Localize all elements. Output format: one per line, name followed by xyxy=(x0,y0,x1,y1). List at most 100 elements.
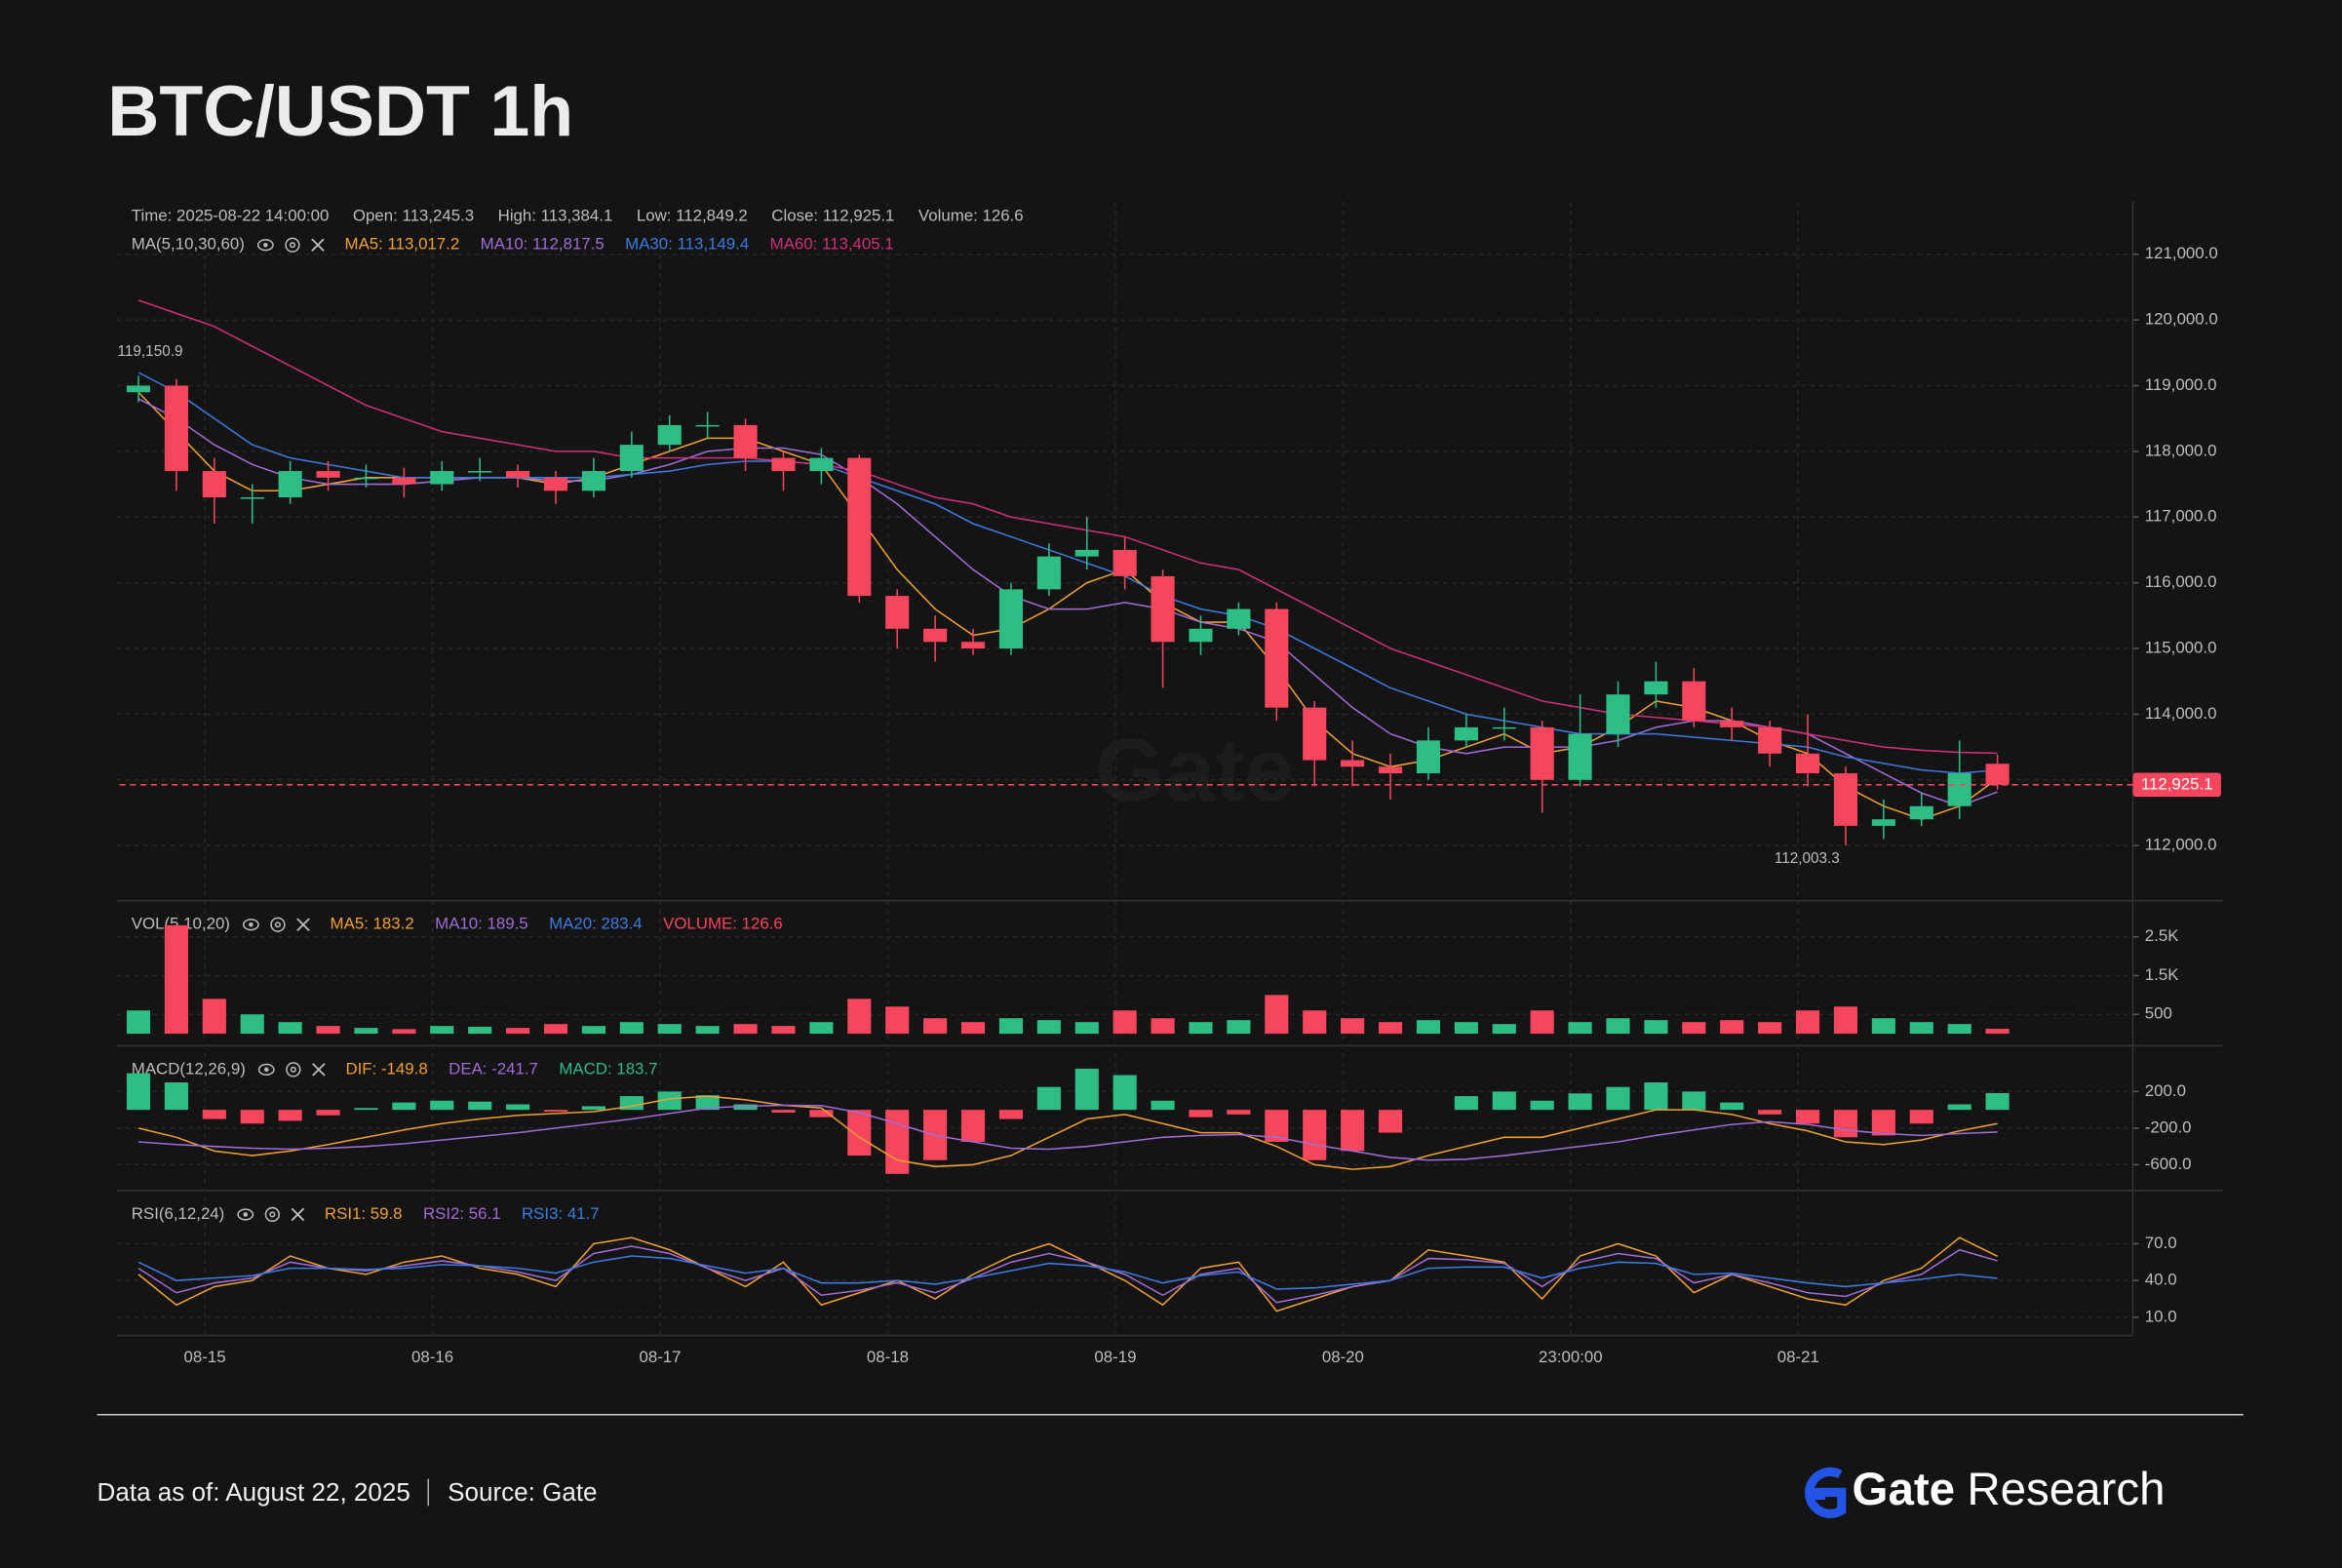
macd-bar xyxy=(581,1106,605,1111)
x-tick-label: 08-15 xyxy=(184,1348,226,1366)
legend-entry: DEA: -241.7 xyxy=(449,1059,538,1078)
legend-entry: DIF: -149.8 xyxy=(345,1059,427,1078)
y-tick-label: 115,000.0 xyxy=(2145,638,2217,656)
legend-entry: MA5: 183.2 xyxy=(331,915,414,933)
candle-body xyxy=(1416,740,1441,774)
macd-bar xyxy=(1492,1091,1516,1111)
candle-body xyxy=(1985,764,2010,785)
close-icon xyxy=(311,238,325,253)
candle-body xyxy=(278,471,302,498)
panel-frame xyxy=(116,201,2223,1337)
volume-bar xyxy=(126,1010,151,1035)
volume-bar xyxy=(1795,1010,1820,1035)
macd-bar xyxy=(164,1082,188,1111)
settings-icon xyxy=(285,237,300,253)
x-tick-label: 08-19 xyxy=(1094,1348,1136,1366)
macd-bar xyxy=(506,1104,530,1111)
volume-bar xyxy=(1151,1018,1175,1035)
last-price-tag xyxy=(2132,772,2221,798)
settings-icon xyxy=(286,1062,301,1078)
y-tick-label: 118,000.0 xyxy=(2145,441,2217,459)
macd-bar xyxy=(316,1110,340,1116)
candle-body xyxy=(1112,549,1137,576)
brand-icon xyxy=(1805,1467,1847,1518)
y-tick-label: 500 xyxy=(2145,1004,2172,1023)
volume-bar xyxy=(240,1014,264,1035)
macd-bar xyxy=(1758,1110,1782,1115)
macd-bar xyxy=(354,1108,378,1111)
volume-bar xyxy=(1454,1022,1478,1035)
volume-bar xyxy=(885,1006,910,1035)
candle-body xyxy=(126,385,151,393)
macd-bar xyxy=(1720,1102,1744,1111)
x-tick-label: 08-21 xyxy=(1777,1348,1819,1366)
y-tick-label: 70.0 xyxy=(2145,1234,2177,1252)
macd-bar xyxy=(1644,1082,1668,1111)
candle-body xyxy=(695,424,720,427)
volume-bar xyxy=(1947,1024,1971,1035)
page-title: BTC/USDT 1h xyxy=(107,70,573,151)
candle-body xyxy=(1227,608,1251,629)
candle-body xyxy=(960,642,986,649)
candle-body xyxy=(771,457,796,472)
brand-name: Gate xyxy=(1853,1464,1956,1515)
legend-entry: RSI1: 59.8 xyxy=(325,1204,403,1223)
ohlc-info: Open: 113,245.3 xyxy=(353,207,474,225)
volume-bar xyxy=(581,1026,605,1035)
volume-bar xyxy=(998,1018,1023,1035)
candle-body xyxy=(1833,773,1858,826)
candle-body xyxy=(998,589,1023,649)
volume-bar xyxy=(1606,1018,1630,1035)
macd-bar xyxy=(1227,1110,1251,1115)
candle-body xyxy=(1720,721,1744,727)
macd-line xyxy=(137,1104,1998,1161)
volume-bar xyxy=(354,1028,378,1035)
candle-body xyxy=(354,477,378,480)
macd-bar xyxy=(240,1110,264,1124)
candle-body xyxy=(468,471,492,473)
candle-body xyxy=(1606,694,1630,734)
macd-bar xyxy=(1871,1110,1895,1136)
close-icon xyxy=(291,1207,305,1222)
volume-bar xyxy=(1378,1022,1403,1035)
close-icon xyxy=(296,918,310,932)
rsi-line xyxy=(137,1245,1998,1304)
visibility-icon-pupil xyxy=(263,1067,269,1073)
volume-bar xyxy=(164,924,188,1035)
legend-title: RSI(6,12,24) xyxy=(132,1204,224,1223)
volume-bar xyxy=(771,1026,796,1035)
macd-bar xyxy=(733,1104,758,1111)
macd-bar xyxy=(1341,1110,1365,1152)
candle-body xyxy=(506,471,530,478)
candle-body xyxy=(430,471,454,485)
volume-bar xyxy=(1303,1010,1327,1035)
x-tick-label: 08-17 xyxy=(639,1348,681,1366)
volume-bar xyxy=(1758,1022,1782,1035)
candle-body xyxy=(1871,819,1895,826)
y-tick-label: 114,000.0 xyxy=(2145,704,2217,723)
macd-bar xyxy=(885,1110,910,1174)
volume-bar xyxy=(1833,1006,1858,1035)
volume-bar xyxy=(1530,1010,1554,1035)
ohlc-info: Low: 112,849.2 xyxy=(637,207,748,225)
macd-bar xyxy=(771,1110,796,1113)
candle-body xyxy=(1303,707,1327,761)
legend-entry: RSI2: 56.1 xyxy=(423,1204,501,1223)
macd-bar xyxy=(126,1073,151,1111)
ohlc-info: High: 113,384.1 xyxy=(498,207,613,225)
volume-bar xyxy=(543,1024,568,1035)
volume-bar xyxy=(278,1022,302,1035)
macd-bar xyxy=(847,1110,872,1156)
candle-body xyxy=(1189,628,1213,643)
legend-entry: MA20: 283.4 xyxy=(549,915,643,933)
candle-body xyxy=(164,385,188,472)
footer-date: Data as of: August 22, 2025 xyxy=(98,1477,410,1507)
visibility-icon-pupil xyxy=(263,242,268,248)
volume-bar xyxy=(733,1024,758,1035)
legend-entry: RSI3: 41.7 xyxy=(522,1204,600,1223)
candle-body xyxy=(316,471,340,478)
y-tick-label: 10.0 xyxy=(2145,1307,2177,1325)
volume-bar xyxy=(847,999,872,1035)
volume-bar xyxy=(809,1022,834,1035)
legend-entry: MA60: 113,405.1 xyxy=(770,235,894,254)
